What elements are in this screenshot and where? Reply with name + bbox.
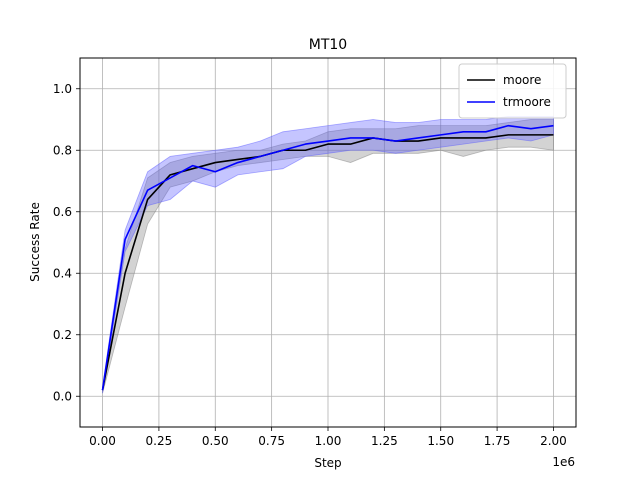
x-tick-label: 1.00 [315,434,342,448]
y-tick-label: 0.0 [53,389,72,403]
line-trmoore [101,124,554,391]
x-axis-offset-label: 1e6 [552,455,575,469]
legend-label-moore: moore [503,73,541,87]
legend-label-trmoore: trmoore [503,95,551,109]
y-tick-label: 0.6 [53,205,72,219]
x-tick-label: 0.00 [89,434,116,448]
y-tick-label: 0.8 [53,143,72,157]
legend: moore trmoore [458,63,567,119]
line-moore [101,134,554,391]
y-tick-label: 0.2 [53,328,72,342]
x-tick-label: 1.25 [371,434,398,448]
legend-box [458,63,567,119]
x-tick-label: 1.50 [427,434,454,448]
band-moore [102,119,554,394]
x-tick-label: 0.50 [202,434,229,448]
y-tick-label: 1.0 [53,82,72,96]
axis-ticks: 0.00 0.25 0.50 0.75 1.00 1.25 1.50 1.75 2.00 0.0 0… [53,82,567,448]
x-axis-label: Step [314,456,341,470]
x-tick-label: 0.75 [258,434,285,448]
x-tick-label: 1.75 [484,434,511,448]
y-tick-label: 0.4 [53,266,72,280]
x-tick-label: 0.25 [146,434,173,448]
y-axis-label: Success Rate [28,202,42,282]
chart-title: MT10 [309,37,347,53]
series-lines [101,124,554,391]
x-tick-label: 2.00 [540,434,567,448]
